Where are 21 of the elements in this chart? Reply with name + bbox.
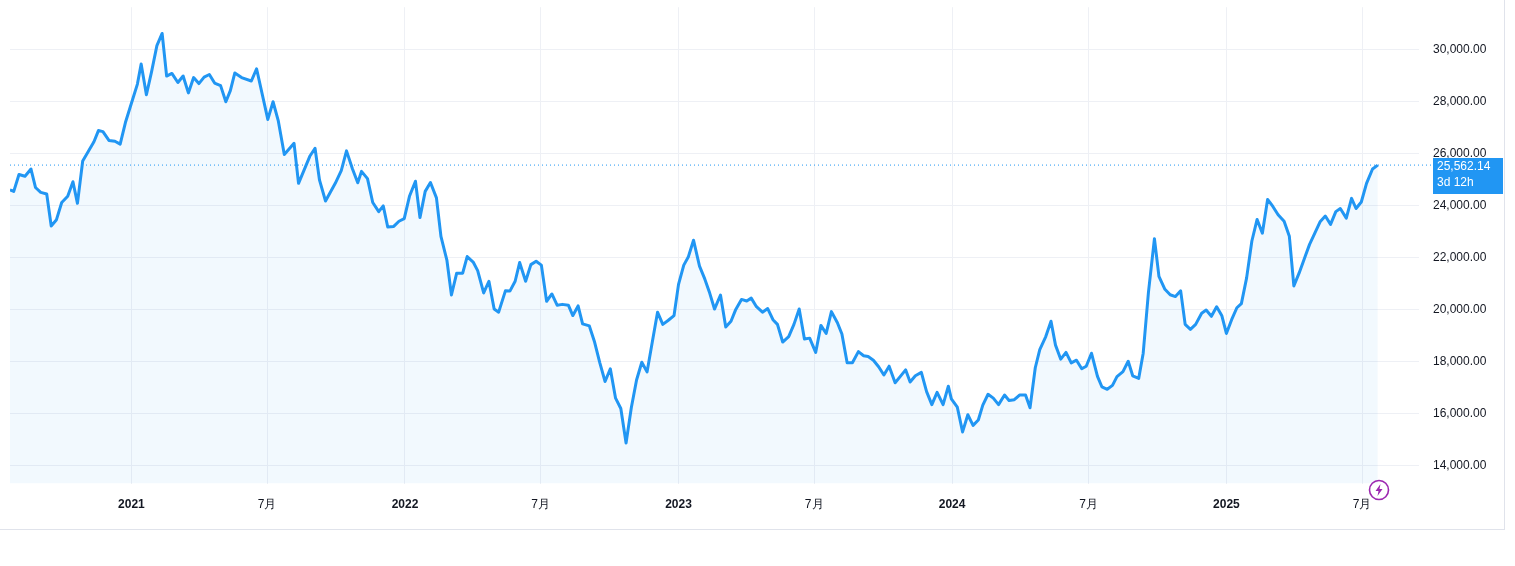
- text: 3d 12h: [1437, 175, 1474, 190]
- x-tick-label: 2021: [118, 497, 146, 512]
- y-tick-label: 16,000.00: [1433, 405, 1487, 420]
- x-tick-label: 7月: [531, 497, 550, 512]
- x-tick-label: 7月: [257, 497, 277, 512]
- y-tick-label: 18,000.00: [1433, 353, 1487, 368]
- y-tick-label: 22,000.00: [1433, 249, 1487, 264]
- y-tick-label: 30,000.00: [1433, 42, 1487, 57]
- x-tick-label: 7月: [1079, 497, 1098, 512]
- x-tick-label: 7月: [1352, 497, 1372, 512]
- x-tick-label: 7月: [804, 497, 824, 512]
- ref-line-label: 25,562.14: [1437, 159, 1491, 174]
- x-tick-label: 2025: [1213, 497, 1241, 512]
- y-tick-label: 28,000.00: [1433, 94, 1487, 109]
- y-tick-label: 14,000.00: [1433, 457, 1487, 472]
- y-tick-label: 26,000.00: [1433, 146, 1487, 161]
- y-tick-label: 20,000.00: [1433, 301, 1487, 316]
- x-tick-label: 2023: [665, 497, 693, 512]
- x-tick-label: 2024: [938, 497, 966, 512]
- y-tick-label: 24,000.00: [1433, 197, 1487, 212]
- x-tick-label: 2022: [391, 497, 419, 512]
